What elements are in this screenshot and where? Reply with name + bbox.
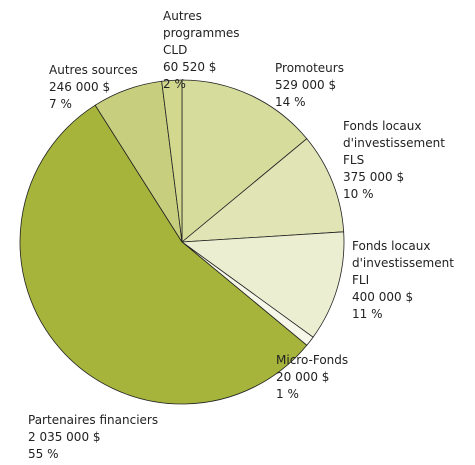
label-text: 375 000 $	[343, 170, 405, 184]
label-text: 7 %	[49, 97, 72, 111]
slice-label: Fonds locaux d'investissement FLI 400 000…	[352, 238, 460, 323]
pie-slice	[161, 79, 183, 243]
pie-slice	[19, 104, 308, 405]
label-text: Autres programmes CLD	[163, 9, 240, 57]
label-text: 55 %	[28, 447, 59, 461]
label-text: Fonds locaux d'investissement FLS	[343, 119, 445, 167]
slice-label: Promoteurs 529 000 $ 14 %	[275, 60, 385, 111]
label-text: 246 000 $	[49, 80, 111, 94]
pie-slice	[180, 231, 345, 338]
label-text: 11 %	[352, 307, 383, 321]
pie-slice	[180, 138, 345, 243]
label-text: 1 %	[276, 387, 299, 401]
slice-label: Partenaires financiers 2 035 000 $ 55 %	[28, 412, 178, 463]
label-text: 60 520 $	[163, 60, 217, 74]
slice-label: Autres sources 246 000 $ 7 %	[49, 62, 159, 113]
label-text: 529 000 $	[275, 78, 337, 92]
label-text: 400 000 $	[352, 290, 414, 304]
slice-label: Autres programmes CLD 60 520 $ 2 %	[163, 8, 263, 93]
label-text: Micro-Fonds	[276, 353, 349, 367]
label-text: Promoteurs	[275, 61, 344, 75]
label-text: 14 %	[275, 95, 306, 109]
label-text: 2 %	[163, 77, 186, 91]
label-text: 20 000 $	[276, 370, 330, 384]
slice-label: Micro-Fonds 20 000 $ 1 %	[276, 352, 386, 403]
label-text: Fonds locaux d'investissement FLI	[352, 239, 454, 287]
label-text: 10 %	[343, 187, 374, 201]
pie-slice	[181, 79, 308, 243]
label-text: Partenaires financiers	[28, 413, 159, 427]
slice-label: Fonds locaux d'investissement FLS 375 000…	[343, 118, 451, 203]
label-text: 2 035 000 $	[28, 430, 101, 444]
label-text: Autres sources	[49, 63, 138, 77]
